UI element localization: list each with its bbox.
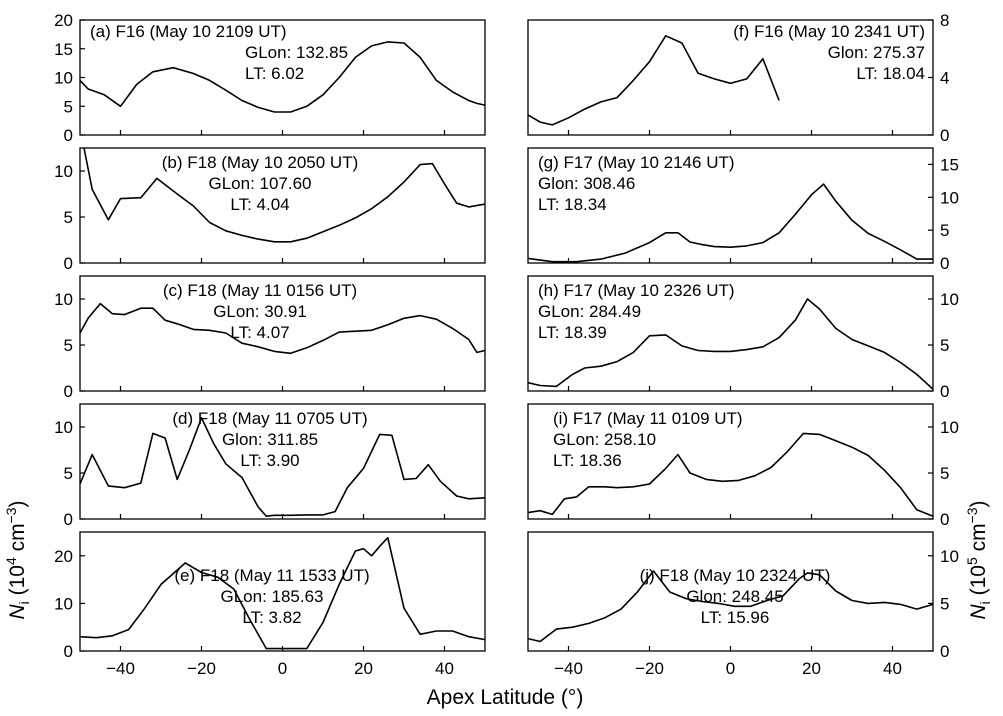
x-tick-label-right--20: −20 (635, 659, 664, 678)
series-line-h (527, 298, 934, 390)
y-tick-label-j-5: 5 (940, 594, 949, 613)
left-y-axis-title: Ni (104 cm−3) (3, 500, 32, 619)
y-tick-label-i-5: 5 (940, 464, 949, 483)
annotation-e-1: GLon: 185.63 (220, 587, 323, 606)
x-tick-label-left--20: −20 (187, 659, 216, 678)
panel-f: 0 4 8 (f) F16 (May 10 2341 UT) Glon: 275.37 L… (527, 11, 949, 145)
annotation-d-1: Glon: 311.85 (222, 430, 318, 449)
x-tick-label-left-20: 20 (354, 659, 373, 678)
panel-j: 0 5 10 (j) F18 (May 10 2324 UT) Glon: 248.45… (527, 531, 959, 678)
panel-b: 0 5 10 (b) F18 (May 10 2050 UT) GLon: 107.60… (54, 147, 486, 273)
y-tick-label-g-15: 15 (940, 155, 959, 174)
annotation-j-2: LT: 15.96 (701, 608, 770, 627)
annotation-d-0: (d) F18 (May 11 0705 UT) (172, 409, 367, 428)
y-tick-label-f-4: 4 (940, 69, 949, 88)
y-tick-label-a-10: 10 (54, 69, 73, 88)
series-line-b (83, 147, 486, 243)
y-tick-label-f-8: 8 (940, 11, 949, 30)
annotation-e-0: (e) F18 (May 11 1533 UT) (174, 566, 369, 585)
panel-i: 0 5 10 (i) F17 (May 11 0109 UT) GLon: 258.10… (527, 403, 959, 529)
annotation-e-2: LT: 3.82 (242, 608, 301, 627)
annotation-g-2: LT: 18.34 (538, 195, 607, 214)
annotation-c-0: (c) F18 (May 11 0156 UT) (163, 281, 357, 300)
y-tick-label-d-10: 10 (54, 418, 73, 437)
y-tick-label-d-0: 0 (64, 510, 73, 529)
panel-d: 0 5 10 (d) F18 (May 11 0705 UT) Glon: 311.85… (54, 403, 486, 529)
annotation-f-0: (f) F16 (May 10 2341 UT) (733, 22, 925, 41)
annotation-f-1: Glon: 275.37 (828, 43, 925, 62)
y-tick-label-a-20: 20 (54, 11, 73, 30)
series-line-j (527, 570, 934, 643)
y-tick-label-a-15: 15 (54, 40, 73, 59)
annotation-c-1: GLon: 30.91 (213, 302, 307, 321)
panel-e: 0 10 20 (e) F18 (May 11 1533 UT) GLon: 185.6… (54, 531, 486, 678)
y-tick-label-j-0: 0 (940, 642, 949, 661)
y-tick-label-h-0: 0 (940, 382, 949, 401)
x-tick-label-right--40: −40 (554, 659, 583, 678)
annotation-h-2: LT: 18.39 (538, 323, 607, 342)
y-tick-label-g-0: 0 (940, 254, 949, 273)
y-tick-label-g-5: 5 (940, 221, 949, 240)
series-line-f (527, 34, 780, 126)
panel-c: 0 5 10 (c) F18 (May 11 0156 UT) GLon: 30.91 L… (54, 275, 486, 401)
y-tick-label-b-5: 5 (64, 208, 73, 227)
y-tick-label-e-0: 0 (64, 642, 73, 661)
y-tick-label-c-5: 5 (64, 336, 73, 355)
x-tick-label-right-0: 0 (726, 659, 735, 678)
panel-g: 0 5 10 15 (g) F17 (May 10 2146 UT) Glon: 308.… (527, 147, 959, 273)
x-tick-label-left--40: −40 (106, 659, 135, 678)
annotation-f-2: LT: 18.04 (856, 64, 925, 83)
right-y-axis-title: Ni (105 cm−3) (964, 500, 993, 619)
y-tick-label-c-10: 10 (54, 290, 73, 309)
annotation-g-0: (g) F17 (May 10 2146 UT) (538, 153, 735, 172)
y-tick-label-c-0: 0 (64, 382, 73, 401)
y-tick-label-b-0: 0 (64, 254, 73, 273)
annotation-h-0: (h) F17 (May 10 2326 UT) (538, 281, 735, 300)
annotation-j-1: Glon: 248.45 (686, 587, 783, 606)
x-tick-label-left-40: 40 (435, 659, 454, 678)
x-tick-label-right-20: 20 (802, 659, 821, 678)
series-line-i (527, 432, 934, 517)
panel-h: 0 5 10 (h) F17 (May 10 2326 UT) GLon: 284.49… (527, 275, 959, 401)
annotation-g-1: Glon: 308.46 (538, 174, 635, 193)
y-tick-label-a-5: 5 (64, 97, 73, 116)
annotation-a-1: GLon: 132.85 (245, 43, 348, 62)
x-axis-title: Apex Latitude (°) (427, 686, 584, 709)
y-tick-label-d-5: 5 (64, 464, 73, 483)
annotation-d-2: LT: 3.90 (240, 451, 299, 470)
annotation-i-0: (i) F17 (May 11 0109 UT) (553, 409, 743, 428)
annotation-b-1: GLon: 107.60 (208, 174, 311, 193)
y-tick-label-e-20: 20 (54, 547, 73, 566)
annotation-j-0: (j) F18 (May 10 2324 UT) (640, 566, 831, 585)
x-tick-label-right-40: 40 (883, 659, 902, 678)
y-tick-label-b-10: 10 (54, 162, 73, 181)
y-tick-label-e-10: 10 (54, 594, 73, 613)
panel-a: 0 5 10 15 20 (a) F16 (May 10 2109 UT) GLon: 13… (54, 11, 486, 145)
x-tick-label-left-0: 0 (278, 659, 287, 678)
annotation-b-2: LT: 4.04 (230, 195, 289, 214)
y-tick-label-i-10: 10 (940, 418, 959, 437)
annotation-i-2: LT: 18.36 (553, 451, 622, 470)
series-line-a (79, 41, 486, 113)
y-tick-label-f-0: 0 (940, 126, 949, 145)
series-line-g (527, 183, 933, 263)
y-tick-label-i-0: 0 (940, 510, 949, 529)
annotation-i-1: GLon: 258.10 (553, 430, 656, 449)
series-line-d (79, 416, 486, 518)
y-tick-label-j-10: 10 (940, 547, 959, 566)
y-tick-label-h-5: 5 (940, 336, 949, 355)
y-tick-label-g-10: 10 (940, 188, 959, 207)
panel-layer: 0 5 10 15 20 (a) F16 (May 10 2109 UT) GLon: 13… (54, 11, 959, 678)
annotation-c-2: LT: 4.07 (230, 323, 289, 342)
y-tick-label-h-10: 10 (940, 290, 959, 309)
annotation-a-2: LT: 6.02 (245, 64, 304, 83)
annotation-b-0: (b) F18 (May 10 2050 UT) (162, 153, 359, 172)
series-line-c (79, 302, 486, 355)
annotation-a-0: (a) F16 (May 10 2109 UT) (90, 22, 287, 41)
series-line-e (79, 536, 486, 650)
annotation-h-1: GLon: 284.49 (538, 302, 641, 321)
y-tick-label-a-0: 0 (64, 126, 73, 145)
